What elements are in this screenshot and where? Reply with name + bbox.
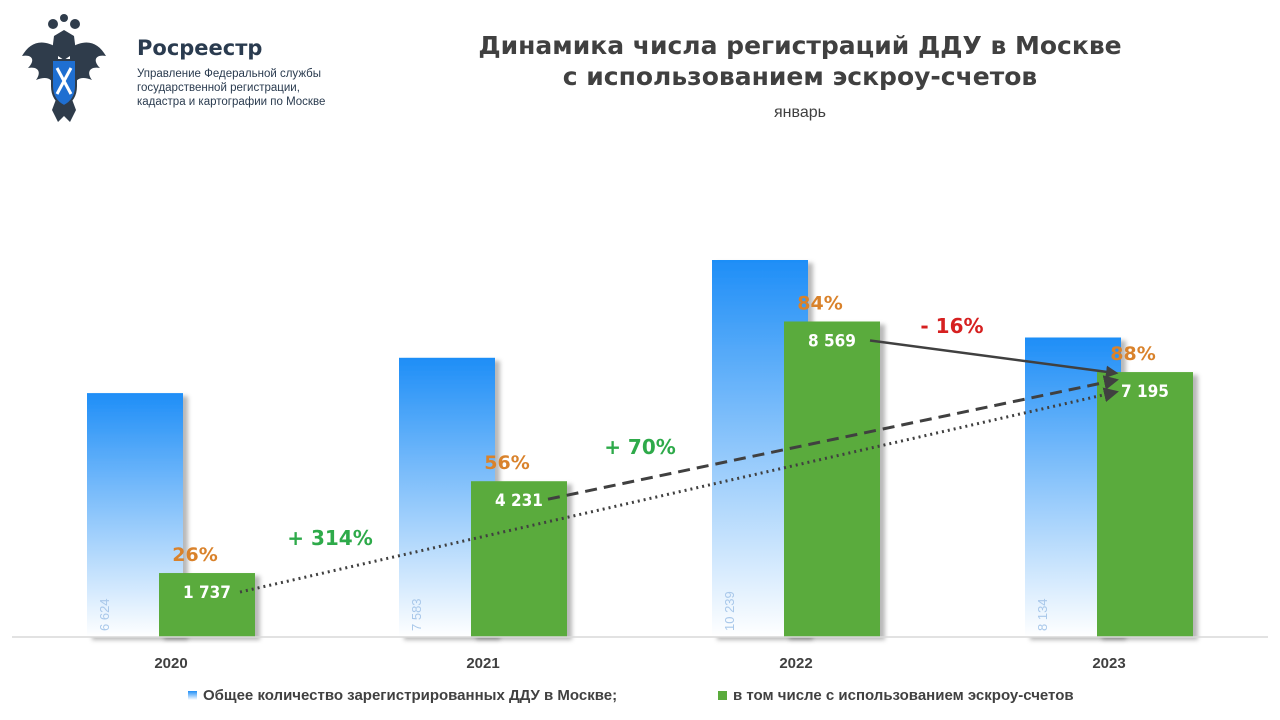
chart-subtitle: январь: [774, 104, 826, 121]
bar-escrow-2021: [471, 481, 567, 637]
legend-swatch-total: [188, 691, 197, 700]
growth-label-2022-2023: - 16%: [920, 314, 983, 338]
rosreestr-eagle-logo: [18, 12, 110, 127]
x-tick-label-2020: 2020: [154, 655, 187, 672]
trend-arrow-2020-2023: [239, 387, 1119, 594]
x-tick-label-2022: 2022: [779, 655, 812, 672]
org-subtitle-line: Управление Федеральной службы: [137, 68, 321, 80]
bar-escrow-label-2020: 1 737: [183, 583, 231, 603]
x-tick-label-2023: 2023: [1092, 655, 1125, 672]
bar-escrow-2022: [784, 321, 880, 637]
chart-title-line: Динамика числа регистраций ДДУ в Москве: [478, 31, 1122, 60]
bar-escrow-2020: [159, 573, 255, 637]
share-label-2023: 88%: [1110, 343, 1155, 365]
bar-total-label-2023: 8 134: [1035, 598, 1050, 631]
share-label-2020: 26%: [172, 544, 217, 566]
org-subtitle-line: государственной регистрации,: [137, 82, 300, 94]
x-tick-label-2021: 2021: [466, 655, 499, 672]
chart-title: Динамика числа регистраций ДДУ в Москве …: [400, 30, 1200, 92]
bar-escrow-label-2022: 8 569: [808, 331, 856, 351]
share-label-2022: 84%: [797, 292, 842, 314]
bar-total-label-2020: 6 624: [97, 598, 112, 631]
legend-label-total: Общее количество зарегистрированных ДДУ …: [203, 687, 618, 704]
chart-title-line: с использованием эскроу-счетов: [562, 62, 1038, 91]
bar-total-label-2021: 7 583: [409, 598, 424, 631]
growth-label-2020-2023: + 314%: [287, 526, 373, 550]
bar-escrow-2023: [1097, 372, 1193, 637]
org-subtitle: Управление Федеральной службы государств…: [137, 67, 325, 109]
growth-label-2021-2023: + 70%: [604, 435, 676, 459]
trend-arrow-2021-2023: [547, 375, 1119, 501]
share-label-2021: 56%: [484, 452, 529, 474]
bar-escrow-label-2021: 4 231: [495, 491, 543, 511]
org-subtitle-line: кадастра и картографии по Москве: [137, 96, 326, 108]
org-name: Росреестр: [137, 36, 263, 60]
legend-item-total: Общее количество зарегистрированных ДДУ …: [188, 687, 617, 704]
bar-total-label-2022: 10 239: [722, 591, 737, 631]
trend-arrow-2022-2023: [869, 339, 1119, 378]
bar-escrow-label-2023: 7 195: [1121, 382, 1169, 402]
legend-label-escrow: в том числе с использованием эскроу-счет…: [733, 687, 1074, 704]
legend-item-escrow: в том числе с использованием эскроу-счет…: [718, 687, 1074, 704]
legend-swatch-escrow: [718, 691, 727, 700]
